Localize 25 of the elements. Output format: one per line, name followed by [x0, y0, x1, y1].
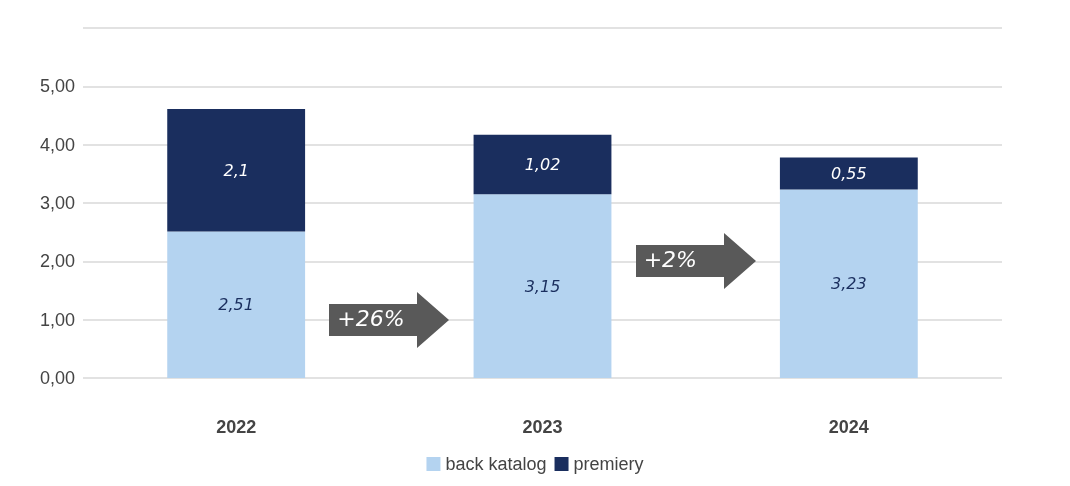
y-tick-label: 2,00: [39, 251, 75, 272]
data-label: 2,1: [223, 160, 249, 180]
annotation: +2%: [643, 247, 697, 273]
x-tick-label: 2023: [522, 417, 563, 437]
x-tick-label: 2022: [216, 417, 257, 437]
data-label: 3,15: [524, 276, 561, 296]
y-tick-label: 0,00: [39, 368, 75, 388]
y-tick-label: 1,00: [39, 309, 75, 330]
data-label: 3,23: [831, 274, 867, 294]
bar: [779, 189, 918, 378]
y-tick-label: 4,00: [39, 134, 75, 155]
legend-label: back katalog: [445, 454, 547, 474]
legend-label: premiery: [573, 454, 644, 474]
data-label: 2,51: [218, 295, 254, 315]
annotation: +26%: [337, 305, 405, 331]
data-label: 0,55: [831, 164, 867, 184]
y-tick-label: 5,00: [39, 76, 75, 97]
x-tick-label: 2024: [828, 417, 869, 437]
bar: [473, 194, 612, 378]
bar: [167, 231, 306, 378]
bar: [779, 157, 918, 190]
bar: [167, 109, 306, 232]
bar: [473, 134, 612, 195]
y-tick-label: 3,00: [39, 193, 75, 213]
data-label: 1,02: [524, 155, 561, 174]
